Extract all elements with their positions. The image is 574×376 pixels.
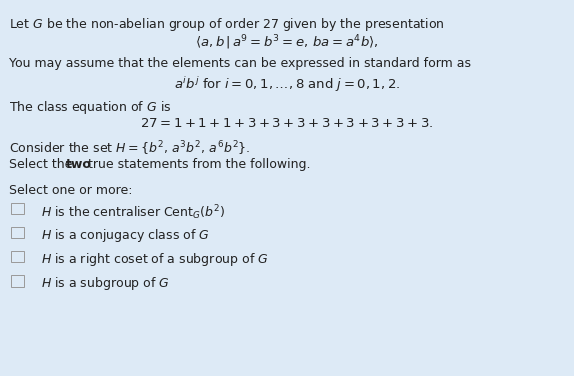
- Text: $a^ib^j$ for $i = 0, 1, \ldots, 8$ and $j = 0, 1, 2.$: $a^ib^j$ for $i = 0, 1, \ldots, 8$ and $…: [174, 75, 400, 94]
- Text: $\langle a, b\,|\,a^9 = b^3 = e,\, ba = a^4b\rangle,$: $\langle a, b\,|\,a^9 = b^3 = e,\, ba = …: [195, 34, 379, 52]
- Text: $H$ is the centraliser $\mathrm{Cent}_G(b^2)$: $H$ is the centraliser $\mathrm{Cent}_G(…: [41, 203, 226, 222]
- Text: $27 = 1 + 1 + 1 + 3 + 3 + 3 + 3 + 3 + 3 + 3 + 3.$: $27 = 1 + 1 + 1 + 3 + 3 + 3 + 3 + 3 + 3 …: [141, 117, 433, 130]
- Text: Let $G$ be the non-abelian group of order 27 given by the presentation: Let $G$ be the non-abelian group of orde…: [9, 16, 445, 33]
- Text: The class equation of $G$ is: The class equation of $G$ is: [9, 99, 172, 115]
- Text: You may assume that the elements can be expressed in standard form as: You may assume that the elements can be …: [9, 57, 471, 70]
- Text: $H$ is a right coset of a subgroup of $G$: $H$ is a right coset of a subgroup of $G…: [41, 251, 269, 268]
- Text: Consider the set $H = \{b^2,\, a^3b^2,\, a^6b^2\}.$: Consider the set $H = \{b^2,\, a^3b^2,\,…: [9, 140, 251, 158]
- Text: $H$ is a subgroup of $G$: $H$ is a subgroup of $G$: [41, 275, 170, 292]
- Text: Select one or more:: Select one or more:: [9, 184, 133, 197]
- Text: Select the: Select the: [9, 158, 76, 171]
- Text: two: two: [65, 158, 91, 171]
- Text: $H$ is a conjugacy class of $G$: $H$ is a conjugacy class of $G$: [41, 227, 210, 244]
- Text: true statements from the following.: true statements from the following.: [84, 158, 311, 171]
